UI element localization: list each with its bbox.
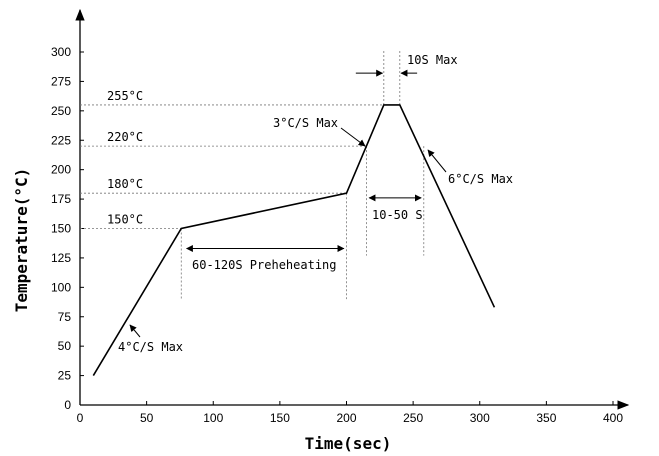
x-tick-label: 100 [203,411,223,425]
preheat-label: 60-120S Preheheating [192,258,337,272]
ramp-up-arrow [129,324,141,338]
x-tick-label: 400 [603,411,623,425]
reference-label: 180°C [107,177,143,191]
x-tick-label: 200 [336,411,356,425]
reference-label: 220°C [107,130,143,144]
y-tick-label: 275 [51,74,71,88]
ramp-down-label: 6°C/S Max [448,172,513,186]
y-tick-label: 0 [64,398,71,412]
peak-hold-label: 10S Max [407,53,458,67]
x-tick-label: 300 [470,411,490,425]
y-tick-label: 300 [51,45,71,59]
x-tick-label: 50 [140,411,154,425]
y-tick-label: 225 [51,133,71,147]
x-tick-label: 0 [77,411,84,425]
ramp-to-peak-label: 3°C/S Max [273,116,338,130]
ramp-up-label: 4°C/S Max [118,340,183,354]
x-tick-label: 150 [270,411,290,425]
y-axis-title: Temperature(°C) [12,168,31,313]
y-tick-label: 200 [51,163,71,177]
x-ticks: 0 50 100 150 200 250 300 350 400 [77,401,623,425]
reflow-window-label: 10-50 S [372,208,423,222]
reference-lines: 255°C 220°C 180°C 150°C [80,89,384,229]
profile-line [92,104,496,376]
annotation-arrows [129,69,447,338]
y-tick-label: 100 [51,280,71,294]
y-ticks: 0 25 50 75 100 125 150 175 200 225 250 275 300 [51,45,84,412]
y-tick-label: 25 [58,369,72,383]
reference-label: 255°C [107,89,143,103]
y-tick-label: 125 [51,251,71,265]
guide-lines [180,49,425,300]
x-tick-label: 350 [536,411,556,425]
y-tick-label: 250 [51,104,71,118]
y-tick-label: 50 [58,339,72,353]
ramp-down-arrow [427,149,447,173]
ramp-to-peak-arrow [340,127,366,147]
x-axis-title: Time(sec) [305,434,392,453]
reference-label: 150°C [107,213,143,227]
x-tick-label: 250 [403,411,423,425]
y-tick-label: 75 [58,310,72,324]
y-tick-label: 150 [51,222,71,236]
y-tick-label: 175 [51,192,71,206]
